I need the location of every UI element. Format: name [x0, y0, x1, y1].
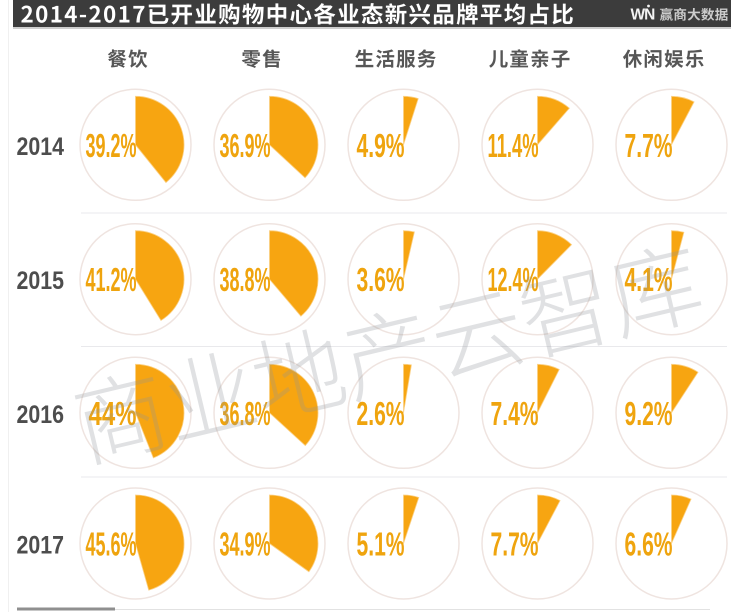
svg-text:9.2%: 9.2% [625, 395, 673, 432]
svg-text:41.2%: 41.2% [86, 261, 137, 298]
svg-text:7.4%: 7.4% [491, 395, 539, 432]
svg-text:2.6%: 2.6% [357, 395, 405, 432]
svg-text:39.2%: 39.2% [86, 127, 137, 164]
svg-text:12.4%: 12.4% [488, 261, 539, 298]
svg-text:2015: 2015 [17, 267, 65, 295]
svg-text:6.6%: 6.6% [625, 526, 673, 563]
svg-text:WN: WN [631, 7, 656, 24]
svg-text:7.7%: 7.7% [491, 526, 539, 563]
svg-text:36.8%: 36.8% [220, 395, 271, 432]
svg-text:36.9%: 36.9% [220, 127, 271, 164]
svg-text:45.6%: 45.6% [86, 526, 137, 563]
svg-text:11.4%: 11.4% [488, 127, 539, 164]
svg-text:2017: 2017 [17, 532, 65, 560]
svg-text:38.8%: 38.8% [220, 261, 271, 298]
svg-text:2014: 2014 [17, 133, 65, 161]
svg-text:4.1%: 4.1% [625, 261, 673, 298]
svg-text:34.9%: 34.9% [220, 526, 271, 563]
svg-text:2016: 2016 [17, 401, 65, 429]
svg-text:3.6%: 3.6% [357, 261, 405, 298]
svg-text:4.9%: 4.9% [357, 127, 405, 164]
svg-text:7.7%: 7.7% [625, 127, 673, 164]
svg-text:44%: 44% [89, 395, 137, 432]
svg-text:5.1%: 5.1% [357, 526, 405, 563]
